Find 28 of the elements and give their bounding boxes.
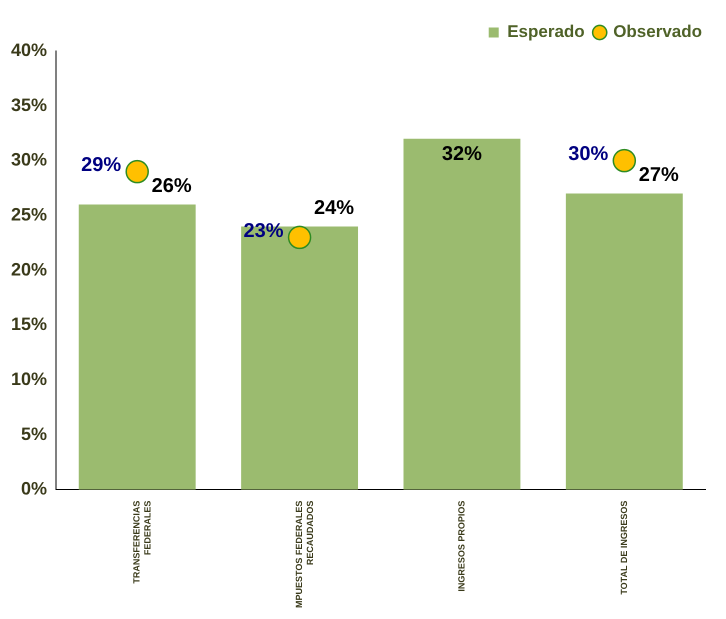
y-tick-label: 15% [10, 314, 48, 334]
data-label: 23% [244, 220, 284, 242]
y-tick-label: 10% [10, 368, 48, 389]
bar [403, 138, 520, 490]
y-tick-label: 40% [10, 40, 48, 60]
data-label: 26% [152, 175, 192, 198]
data-label: 27% [638, 164, 679, 186]
point [612, 148, 636, 172]
x-tick-label: MPUESTOS FEDERALES RECAUDADOS [294, 500, 315, 608]
data-label: 32% [442, 143, 482, 166]
point [125, 160, 149, 184]
y-tick-label: 0% [21, 478, 48, 499]
legend-label: Esperado [507, 22, 585, 42]
y-tick-label: 25% [10, 204, 48, 224]
bar [566, 194, 683, 490]
bar [78, 204, 196, 490]
y-tick-label: 30% [10, 150, 48, 170]
legend-label: Observado [613, 22, 702, 42]
y-tick-label: 35% [10, 94, 48, 115]
x-tick-label: INGRESOS PROPIOS [456, 500, 466, 592]
y-tick-label: 5% [21, 424, 48, 444]
x-tick-label: TOTAL DE INGRESOS [618, 500, 629, 595]
point [288, 226, 312, 250]
x-tick-label: TRANSFERENCIAS FEDERALES [132, 500, 152, 584]
data-label: 30% [568, 143, 609, 166]
y-tick-label: 20% [10, 259, 48, 280]
data-label: 29% [81, 154, 122, 176]
data-label: 24% [314, 196, 354, 219]
